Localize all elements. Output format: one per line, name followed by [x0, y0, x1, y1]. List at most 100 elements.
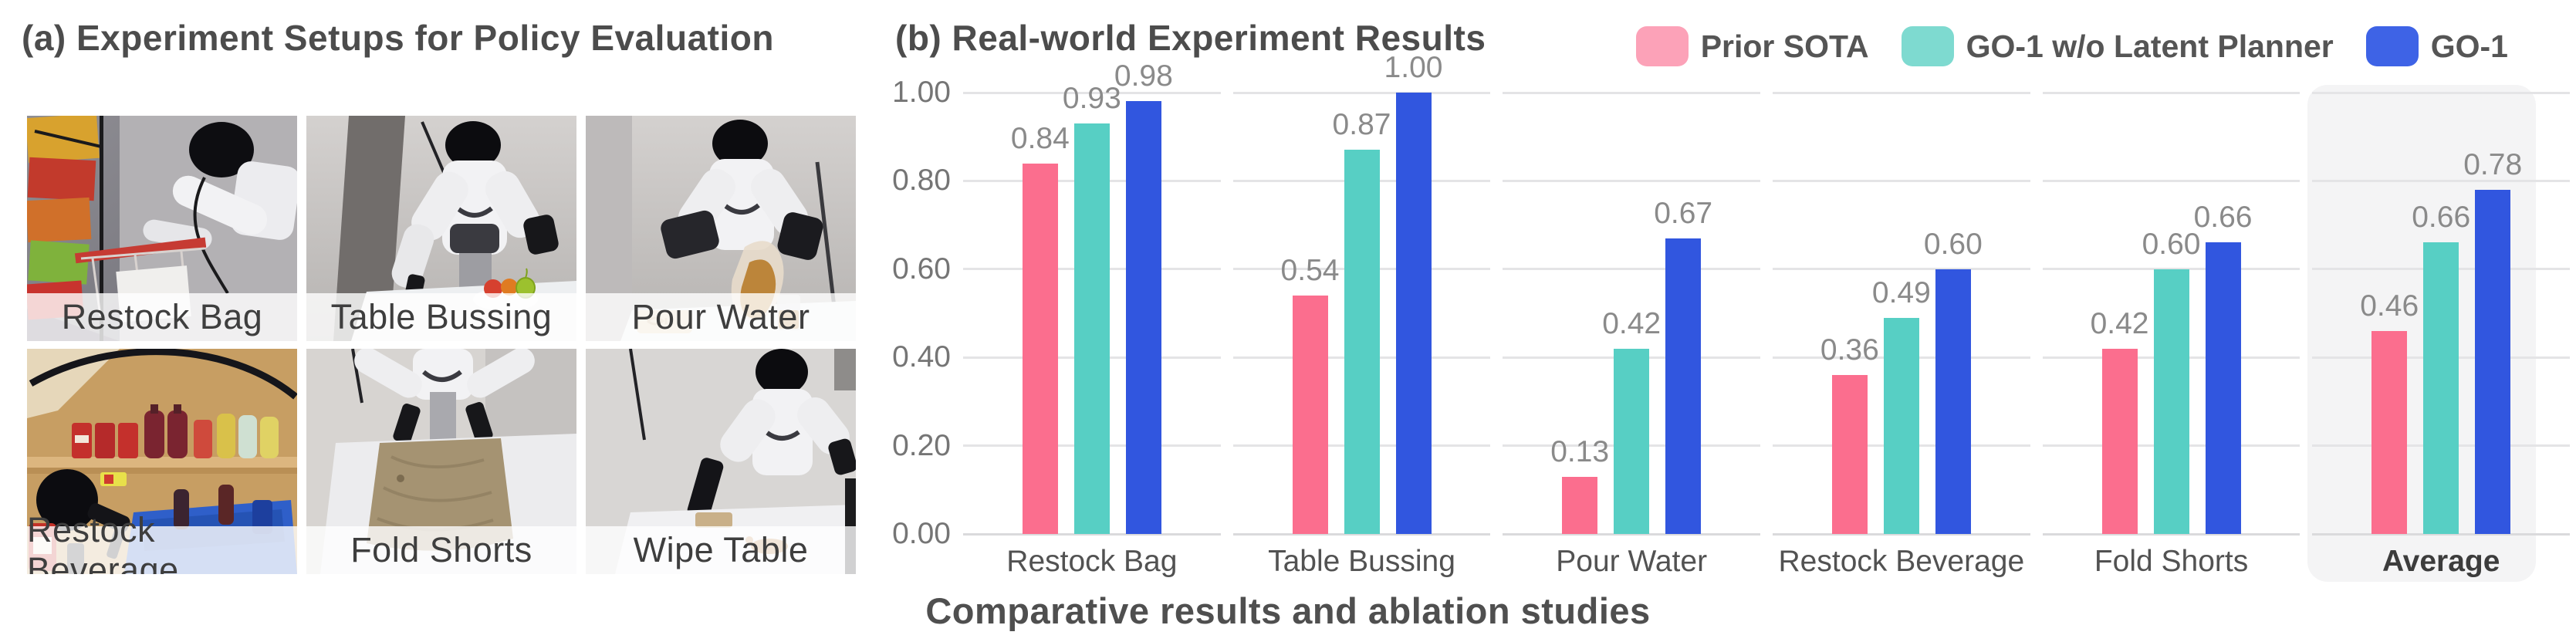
bar-value-label: 0.42 — [2090, 306, 2149, 340]
gridline — [1773, 91, 2030, 94]
gridline — [1503, 179, 1761, 182]
bar-value-label: 0.66 — [2193, 201, 2253, 235]
bar-prior-sota: 0.84 — [1011, 122, 1070, 534]
bar-go-1: 0.78 — [2463, 148, 2522, 534]
gridline — [1773, 179, 2030, 182]
photo-label-restock-beverage: Restock Beverage — [27, 510, 297, 574]
photo-table-bussing: Table Bussing — [306, 116, 576, 341]
legend-swatch-icon — [1901, 26, 1954, 66]
y-axis: 0.00 0.20 0.40 0.60 0.80 1.00 — [787, 76, 951, 550]
photo-label-wipe-table: Wipe Table — [586, 526, 856, 574]
legend-swatch-icon — [2365, 26, 2419, 66]
bar-go-1: 0.66 — [2194, 201, 2252, 534]
bar-go-1-w-o-latent-planner: 0.93 — [1063, 82, 1121, 534]
bar-group: 0.84 0.93 0.98 — [963, 59, 1221, 534]
gridline — [1503, 91, 1761, 94]
bar-prior-sota: 0.13 — [1550, 435, 1609, 534]
category-label: Pour Water — [1556, 545, 1708, 578]
bar-group: 0.36 0.49 0.60 — [1773, 93, 2030, 534]
gridline — [1503, 268, 1761, 271]
category-label: Average — [2382, 545, 2500, 578]
bar-value-label: 0.67 — [1654, 196, 1713, 230]
legend-item-prior-sota: Prior SOTA — [1635, 26, 1869, 66]
group-panel-restock-beverage: 0.36 0.49 0.60 Restock Beverage — [1773, 91, 2030, 578]
bar-group: 0.54 0.87 1.00 — [1233, 51, 1491, 534]
gridline — [1232, 532, 1491, 536]
category-label: Restock Beverage — [1778, 545, 2025, 578]
photo-fold-shorts: Fold Shorts — [306, 349, 576, 574]
bar-prior-sota: 0.36 — [1820, 333, 1879, 534]
gridline — [2042, 91, 2300, 94]
gridline — [2042, 532, 2300, 536]
category-label: Restock Bag — [1006, 545, 1178, 578]
gridline — [2042, 179, 2300, 182]
bar-value-label: 0.13 — [1550, 434, 1610, 468]
bar-prior-sota: 0.54 — [1281, 254, 1339, 534]
bar-value-label: 0.98 — [1114, 59, 1173, 93]
legend-item-go-1: GO-1 — [2365, 26, 2508, 66]
bar-value-label: 0.54 — [1280, 254, 1340, 288]
y-tick-label: 1.00 — [892, 76, 951, 109]
restock-bag-photo — [27, 116, 297, 341]
group-panel-pour-water: 0.13 0.42 0.67 Pour Water — [1503, 91, 1761, 578]
figure-caption: Comparative results and ablation studies — [925, 590, 1651, 631]
legend-swatch-icon — [1635, 26, 1689, 66]
bar-go-1: 0.60 — [1924, 228, 1983, 534]
group-panel-restock-bag: 0.84 0.93 0.98 Restock Bag — [963, 59, 1221, 578]
gridline — [2312, 91, 2571, 94]
category-label: Table Bussing — [1268, 545, 1455, 578]
gridline — [2312, 532, 2571, 536]
gridline — [1503, 532, 1761, 536]
photo-restock-bag: Restock Bag — [27, 116, 297, 341]
bar-value-label: 0.46 — [2360, 289, 2419, 323]
chart-legend: Prior SOTA GO-1 w/o Latent Planner GO-1 — [1635, 26, 2508, 66]
gridline — [1773, 268, 2030, 271]
bar-value-label: 0.42 — [1602, 306, 1662, 340]
bar-prior-sota: 0.42 — [2091, 307, 2148, 534]
gridline — [1232, 91, 1491, 94]
bar-value-label: 0.49 — [1871, 275, 1931, 309]
y-tick-label: 0.00 — [892, 517, 951, 550]
bar-group: 0.46 0.66 0.78 — [2312, 93, 2570, 534]
gridline — [2312, 179, 2571, 182]
bar-go-1-w-o-latent-planner: 0.87 — [1333, 108, 1391, 534]
bar-value-label: 0.66 — [2412, 201, 2471, 235]
bar-value-label: 0.87 — [1332, 108, 1391, 142]
photo-label-pour-water: Pour Water — [586, 293, 856, 341]
photo-label-fold-shorts: Fold Shorts — [306, 526, 576, 574]
bar-go-1-w-o-latent-planner: 0.42 — [1602, 307, 1661, 534]
bar-group: 0.42 0.60 0.66 — [2043, 93, 2300, 534]
legend-label: Prior SOTA — [1700, 28, 1869, 64]
y-tick-label: 0.80 — [892, 164, 951, 198]
bar-group: 0.13 0.42 0.67 — [1503, 93, 1760, 534]
photo-restock-beverage: Restock Beverage — [27, 349, 297, 574]
gridline — [963, 91, 1221, 94]
legend-label: GO-1 w/o Latent Planner — [1966, 28, 2334, 64]
photo-grid: Restock Bag — [27, 116, 856, 574]
bar-value-label: 1.00 — [1384, 51, 1443, 84]
photo-pour-water: Pour Water — [586, 116, 856, 341]
legend-label: GO-1 — [2430, 28, 2508, 64]
y-tick-label: 0.40 — [892, 340, 951, 374]
bar-value-label: 0.93 — [1062, 82, 1121, 116]
bar-go-1: 1.00 — [1384, 51, 1442, 534]
y-tick-label: 0.60 — [892, 252, 951, 286]
photo-wipe-table: Wipe Table — [586, 349, 856, 574]
group-panel-table-bussing: 0.54 0.87 1.00 Table Bussing — [1232, 51, 1491, 578]
bar-value-label: 0.84 — [1010, 121, 1070, 155]
panel-b-title: (b) Real-world Experiment Results — [895, 18, 1486, 58]
category-label: Fold Shorts — [2094, 545, 2249, 578]
bar-value-label: 0.78 — [2463, 147, 2523, 181]
bar-go-1-w-o-latent-planner: 0.49 — [1872, 276, 1931, 534]
group-panel-fold-shorts: 0.42 0.60 0.66 Fold Shorts — [2042, 91, 2300, 578]
bar-chart-plot: 0.84 0.93 0.98 Restock Bag 0.54 0.87 1.00 Table… — [963, 51, 2571, 582]
bar-prior-sota: 0.46 — [2360, 289, 2419, 534]
bar-value-label: 0.60 — [2142, 227, 2201, 261]
bar-value-label: 0.36 — [1820, 333, 1879, 367]
gridline — [1773, 532, 2030, 536]
bar-go-1-w-o-latent-planner: 0.60 — [2142, 228, 2200, 534]
y-tick-label: 0.20 — [892, 428, 951, 462]
bar-go-1: 0.67 — [1654, 197, 1712, 534]
group-panel-average: 0.46 0.66 0.78 Average — [2307, 85, 2571, 582]
